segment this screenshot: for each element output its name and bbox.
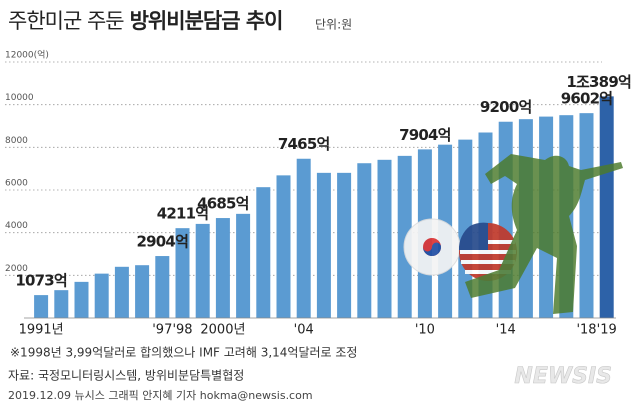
x-tick-label: '04: [294, 323, 314, 338]
bar: [256, 187, 271, 318]
x-tick-label: '18: [576, 323, 596, 338]
y-tick-label: 8000: [5, 136, 28, 146]
bar: [74, 281, 89, 318]
bar: [114, 266, 129, 318]
bar: [195, 223, 210, 318]
bar: [296, 158, 311, 318]
y-tick-label: 2000: [5, 264, 28, 274]
y-tick-label: 12000(억): [5, 49, 49, 61]
bar: [337, 172, 352, 318]
value-label: 4211억: [157, 205, 209, 223]
credit: 2019.12.09 뉴시스 그래픽 안지혜 기자 hokma@newsis.c…: [8, 389, 313, 402]
x-tick-label: '19: [597, 323, 617, 338]
source: 자료: 국정모니터링시스템, 방위비분담특별협정: [8, 369, 244, 383]
bar: [215, 218, 230, 318]
value-label: 7465억: [278, 135, 330, 153]
illustration: [403, 154, 623, 314]
bar: [599, 96, 614, 318]
bar: [579, 113, 594, 318]
bar: [94, 273, 109, 318]
y-tick-label: 10000: [5, 93, 34, 103]
chart-title: 주한미군 주둔 방위비분담금 추이: [8, 9, 282, 33]
y-tick-label: 4000: [5, 221, 28, 231]
bar: [175, 228, 190, 318]
bar: [155, 256, 170, 318]
soldier: [465, 154, 623, 314]
x-tick-label: '97: [152, 323, 172, 338]
flag-symbol: [423, 242, 441, 256]
value-label: 9602억: [561, 90, 613, 108]
bar: [276, 175, 291, 318]
bar: [34, 295, 49, 318]
bar: [135, 265, 150, 318]
y-tick-label: 6000: [5, 179, 28, 189]
x-tick-label: 2000년: [200, 323, 245, 338]
x-tick-label: 1991년: [19, 323, 64, 338]
title-part: 주한미군 주둔: [8, 9, 124, 33]
bar: [357, 163, 372, 318]
x-tick-label: '10: [415, 323, 435, 338]
value-label: 4685억: [197, 195, 249, 213]
value-label: 1조389억: [566, 73, 631, 91]
bar: [54, 290, 69, 318]
bar: [377, 159, 392, 318]
note: ※1998년 3,99억달러로 합의했으나 IMF 고려해 3,14억달러로 조…: [10, 346, 357, 360]
bar: [316, 172, 331, 318]
value-label: 2904억: [137, 233, 189, 251]
bar: [397, 155, 412, 318]
watermark: NEWSIS: [514, 364, 612, 389]
title-part: 방위비분담금 추이: [130, 9, 283, 33]
unit: 단위:원: [315, 18, 352, 32]
bar: [236, 213, 251, 318]
value-label: 9200억: [480, 98, 532, 116]
value-label: 1073억: [15, 272, 67, 290]
value-label: 7904억: [399, 126, 451, 144]
x-tick-label: '98: [172, 323, 192, 338]
x-tick-label: '14: [496, 323, 516, 338]
flag-canton: [458, 222, 488, 250]
